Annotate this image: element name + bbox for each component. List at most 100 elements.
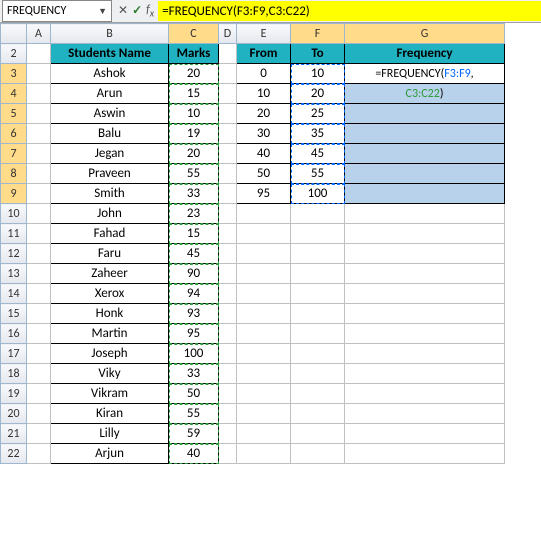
cell[interactable]: [219, 104, 237, 124]
col-header-G[interactable]: G: [345, 24, 505, 44]
cell[interactable]: [237, 244, 291, 264]
cell[interactable]: [345, 364, 505, 384]
cell[interactable]: [237, 204, 291, 224]
cell[interactable]: [219, 144, 237, 164]
cell[interactable]: [237, 384, 291, 404]
cell[interactable]: [27, 344, 51, 364]
cell-student-name[interactable]: Smith: [51, 184, 169, 204]
cell-frequency[interactable]: [345, 184, 505, 204]
cell[interactable]: [219, 84, 237, 104]
row-header[interactable]: 16: [1, 324, 27, 344]
cell[interactable]: [291, 244, 345, 264]
cell[interactable]: [345, 424, 505, 444]
cell[interactable]: [219, 44, 237, 64]
cell-student-name[interactable]: Honk: [51, 304, 169, 324]
row-header[interactable]: 18: [1, 364, 27, 384]
cell-marks[interactable]: 50: [169, 384, 219, 404]
cell[interactable]: [291, 304, 345, 324]
cell[interactable]: [291, 264, 345, 284]
confirm-icon[interactable]: ✓: [132, 3, 142, 18]
cell[interactable]: [219, 224, 237, 244]
cell[interactable]: [27, 144, 51, 164]
cell-from[interactable]: 0: [237, 64, 291, 84]
cell-marks[interactable]: 20: [169, 64, 219, 84]
cell-student-name[interactable]: Ashok: [51, 64, 169, 84]
cell[interactable]: [27, 264, 51, 284]
cell[interactable]: [27, 424, 51, 444]
cell-to[interactable]: 45: [291, 144, 345, 164]
cell[interactable]: [291, 404, 345, 424]
cell[interactable]: [345, 264, 505, 284]
cell-from[interactable]: 10: [237, 84, 291, 104]
cell-marks[interactable]: 15: [169, 84, 219, 104]
cell-to[interactable]: 20: [291, 84, 345, 104]
cell-marks[interactable]: 55: [169, 404, 219, 424]
cell-frequency[interactable]: [345, 124, 505, 144]
cell[interactable]: [27, 304, 51, 324]
row-header[interactable]: 21: [1, 424, 27, 444]
cell[interactable]: [27, 284, 51, 304]
spreadsheet-grid[interactable]: A B C D E F G 2 Students Name Marks From…: [0, 23, 505, 464]
cell-student-name[interactable]: Vikram: [51, 384, 169, 404]
cell-marks[interactable]: 40: [169, 444, 219, 464]
cell[interactable]: [345, 244, 505, 264]
cell[interactable]: [219, 64, 237, 84]
cell-student-name[interactable]: Balu: [51, 124, 169, 144]
cell[interactable]: [27, 184, 51, 204]
row-header[interactable]: 6: [1, 124, 27, 144]
cell-to[interactable]: 35: [291, 124, 345, 144]
cell-student-name[interactable]: Praveen: [51, 164, 169, 184]
cell[interactable]: [291, 284, 345, 304]
name-box-dropdown-icon[interactable]: ▼: [98, 6, 107, 17]
cell[interactable]: [27, 84, 51, 104]
cell[interactable]: [345, 404, 505, 424]
col-header-E[interactable]: E: [237, 24, 291, 44]
cell[interactable]: [237, 224, 291, 244]
cell-student-name[interactable]: Xerox: [51, 284, 169, 304]
cell[interactable]: [219, 284, 237, 304]
cell-to[interactable]: 25: [291, 104, 345, 124]
cell[interactable]: [345, 344, 505, 364]
cell[interactable]: [345, 204, 505, 224]
row-header[interactable]: 5: [1, 104, 27, 124]
name-box[interactable]: FREQUENCY ▼: [2, 0, 112, 22]
row-header[interactable]: 17: [1, 344, 27, 364]
cell[interactable]: [219, 424, 237, 444]
cell[interactable]: [219, 324, 237, 344]
cell[interactable]: [219, 264, 237, 284]
cell[interactable]: [27, 224, 51, 244]
header-frequency[interactable]: Frequency: [345, 44, 505, 64]
cell[interactable]: [345, 304, 505, 324]
row-header[interactable]: 2: [1, 44, 27, 64]
cell[interactable]: [27, 364, 51, 384]
header-students[interactable]: Students Name: [51, 44, 169, 64]
col-header-F[interactable]: F: [291, 24, 345, 44]
cell[interactable]: [237, 324, 291, 344]
cell-marks[interactable]: 55: [169, 164, 219, 184]
cell-marks[interactable]: 33: [169, 184, 219, 204]
col-header-A[interactable]: A: [27, 24, 51, 44]
cell[interactable]: [219, 244, 237, 264]
cell[interactable]: [345, 384, 505, 404]
cell[interactable]: [27, 64, 51, 84]
cell-frequency[interactable]: C3:C22): [345, 84, 505, 104]
cell[interactable]: [27, 444, 51, 464]
select-all-corner[interactable]: [1, 24, 27, 44]
cell[interactable]: [291, 424, 345, 444]
cell-from[interactable]: 30: [237, 124, 291, 144]
cell[interactable]: [219, 444, 237, 464]
cell-student-name[interactable]: John: [51, 204, 169, 224]
row-header[interactable]: 9: [1, 184, 27, 204]
cell-student-name[interactable]: Kiran: [51, 404, 169, 424]
cell[interactable]: [219, 164, 237, 184]
row-header[interactable]: 13: [1, 264, 27, 284]
cell-marks[interactable]: 94: [169, 284, 219, 304]
cell-student-name[interactable]: Viky: [51, 364, 169, 384]
cell[interactable]: [219, 364, 237, 384]
cell-frequency[interactable]: [345, 164, 505, 184]
cell-frequency[interactable]: =FREQUENCY(F3:F9,: [345, 64, 505, 84]
cell-marks[interactable]: 20: [169, 144, 219, 164]
fx-icon[interactable]: fx: [146, 3, 154, 19]
cell-marks[interactable]: 95: [169, 324, 219, 344]
row-header[interactable]: 3: [1, 64, 27, 84]
